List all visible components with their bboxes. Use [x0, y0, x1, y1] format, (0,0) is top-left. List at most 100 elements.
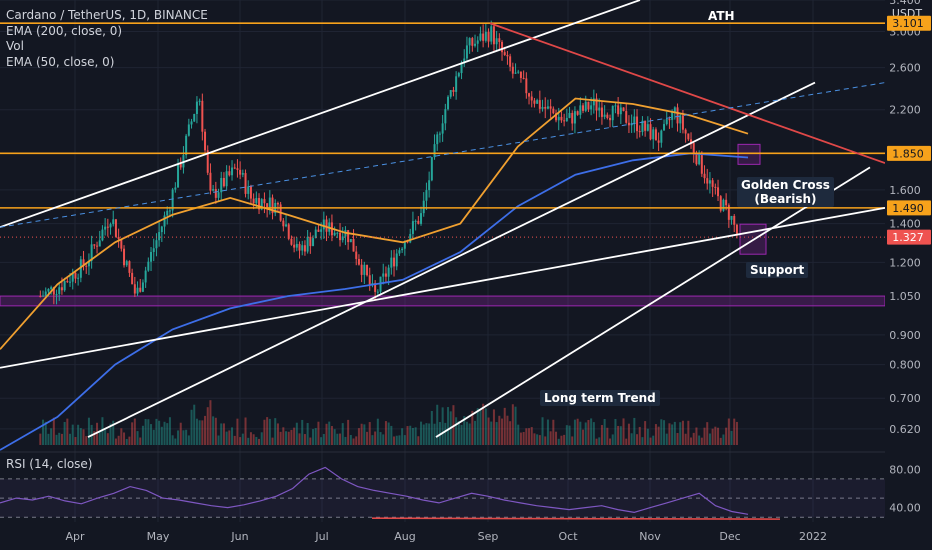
volume-bar — [60, 433, 63, 445]
candle-body — [150, 252, 153, 262]
volume-bar — [503, 407, 506, 445]
volume-bar — [357, 428, 360, 445]
candle-body — [60, 287, 63, 291]
volume-bar — [549, 431, 552, 445]
candle-body — [314, 229, 317, 239]
candle-body — [420, 213, 423, 224]
candle-body — [652, 129, 655, 140]
volume-bar — [352, 438, 355, 445]
candle-body — [285, 224, 288, 227]
candle-body — [414, 220, 417, 222]
dashed-midline — [0, 82, 886, 228]
candle-body — [482, 33, 485, 41]
rsi-legend[interactable]: RSI (14, close) — [6, 457, 93, 471]
volume-bar — [309, 437, 312, 445]
candle-body — [449, 90, 452, 97]
candle-body — [557, 116, 560, 121]
golden-cross-sublabel: (Bearish) — [754, 192, 817, 206]
volume-bar — [717, 427, 720, 445]
rsi-tick-label: 80.00 — [889, 463, 921, 476]
volume-bar — [252, 434, 255, 445]
candle-body — [336, 232, 339, 234]
legend-ema50[interactable]: EMA (50, close, 0) — [6, 54, 115, 69]
volume-bar — [236, 418, 239, 445]
time-tick-label: Jul — [314, 530, 328, 543]
candle-body — [255, 198, 258, 204]
candle-body — [222, 177, 225, 187]
candle-body — [609, 117, 612, 121]
volume-bar — [209, 400, 212, 445]
volume-bar — [228, 430, 231, 445]
volume-bar — [590, 418, 593, 445]
volume-bar — [212, 416, 215, 445]
symbol-title[interactable]: Cardano / TetherUS, 1D, BINANCE — [6, 8, 208, 22]
indicator-legend: Cardano / TetherUS, 1D, BINANCE EMA (200… — [6, 8, 208, 70]
volume-bar — [474, 420, 477, 445]
candle-body — [611, 105, 614, 121]
volume-bar — [711, 428, 714, 445]
volume-bar — [42, 419, 45, 445]
candle-body — [368, 275, 371, 285]
legend-volume[interactable]: Vol — [6, 39, 24, 53]
volume-bar — [584, 422, 587, 445]
volume-bar — [571, 436, 574, 445]
candle-body — [233, 167, 236, 169]
candle-body — [106, 226, 109, 228]
candle-body — [39, 296, 42, 298]
volume-bar — [654, 424, 657, 445]
volume-bar — [517, 424, 520, 445]
volume-bar — [546, 419, 549, 445]
volume-bar — [730, 430, 733, 445]
volume-bar — [646, 428, 649, 445]
candle-body — [144, 270, 147, 283]
price-tick-label: 2.200 — [889, 104, 921, 117]
candle-body — [398, 250, 401, 254]
price-tick-label: 0.800 — [889, 359, 921, 372]
candle-body — [501, 41, 504, 53]
candle-body — [190, 121, 193, 125]
volume-bar — [676, 433, 679, 445]
volume-bar — [595, 438, 598, 445]
volume-bar — [114, 438, 117, 445]
candle-body — [276, 202, 279, 205]
candle-body — [52, 287, 55, 295]
steep-trend-line — [87, 81, 816, 438]
candle-body — [563, 120, 566, 122]
volume-bar — [141, 425, 144, 445]
candle-body — [708, 180, 711, 184]
candle-body — [565, 117, 568, 122]
candle-body — [684, 129, 687, 134]
candle-body — [339, 232, 342, 241]
volume-bar — [101, 417, 104, 445]
long-term-trend-line — [435, 166, 871, 438]
candle-body — [403, 241, 406, 249]
volume-bar — [163, 421, 166, 445]
candle-body — [590, 105, 593, 110]
volume-bar — [565, 425, 568, 445]
candle-body — [206, 150, 209, 173]
volume-bar — [239, 437, 242, 445]
volume-bar — [619, 426, 622, 445]
volume-bar — [501, 418, 504, 445]
golden-cross-box — [737, 143, 761, 165]
candle-body — [479, 33, 482, 41]
volume-bar — [287, 431, 290, 445]
candle-body — [355, 251, 358, 259]
legend-ema200[interactable]: EMA (200, close, 0) — [6, 23, 123, 38]
volume-bar — [636, 434, 639, 445]
volume-bar — [179, 422, 182, 445]
candle-body — [79, 259, 82, 278]
volume-bar — [422, 424, 425, 445]
rsi-pane — [0, 466, 885, 520]
candle-body — [695, 154, 698, 165]
volume-bar — [390, 425, 393, 445]
volume-bar — [87, 417, 90, 445]
price-level-label: 1.490 — [892, 202, 924, 215]
time-tick-label: Sep — [478, 530, 499, 543]
candle-body — [301, 245, 304, 251]
volume-bar — [339, 433, 342, 445]
candle-body — [293, 244, 296, 248]
candle-body — [252, 198, 255, 204]
volume-bar — [444, 422, 447, 445]
